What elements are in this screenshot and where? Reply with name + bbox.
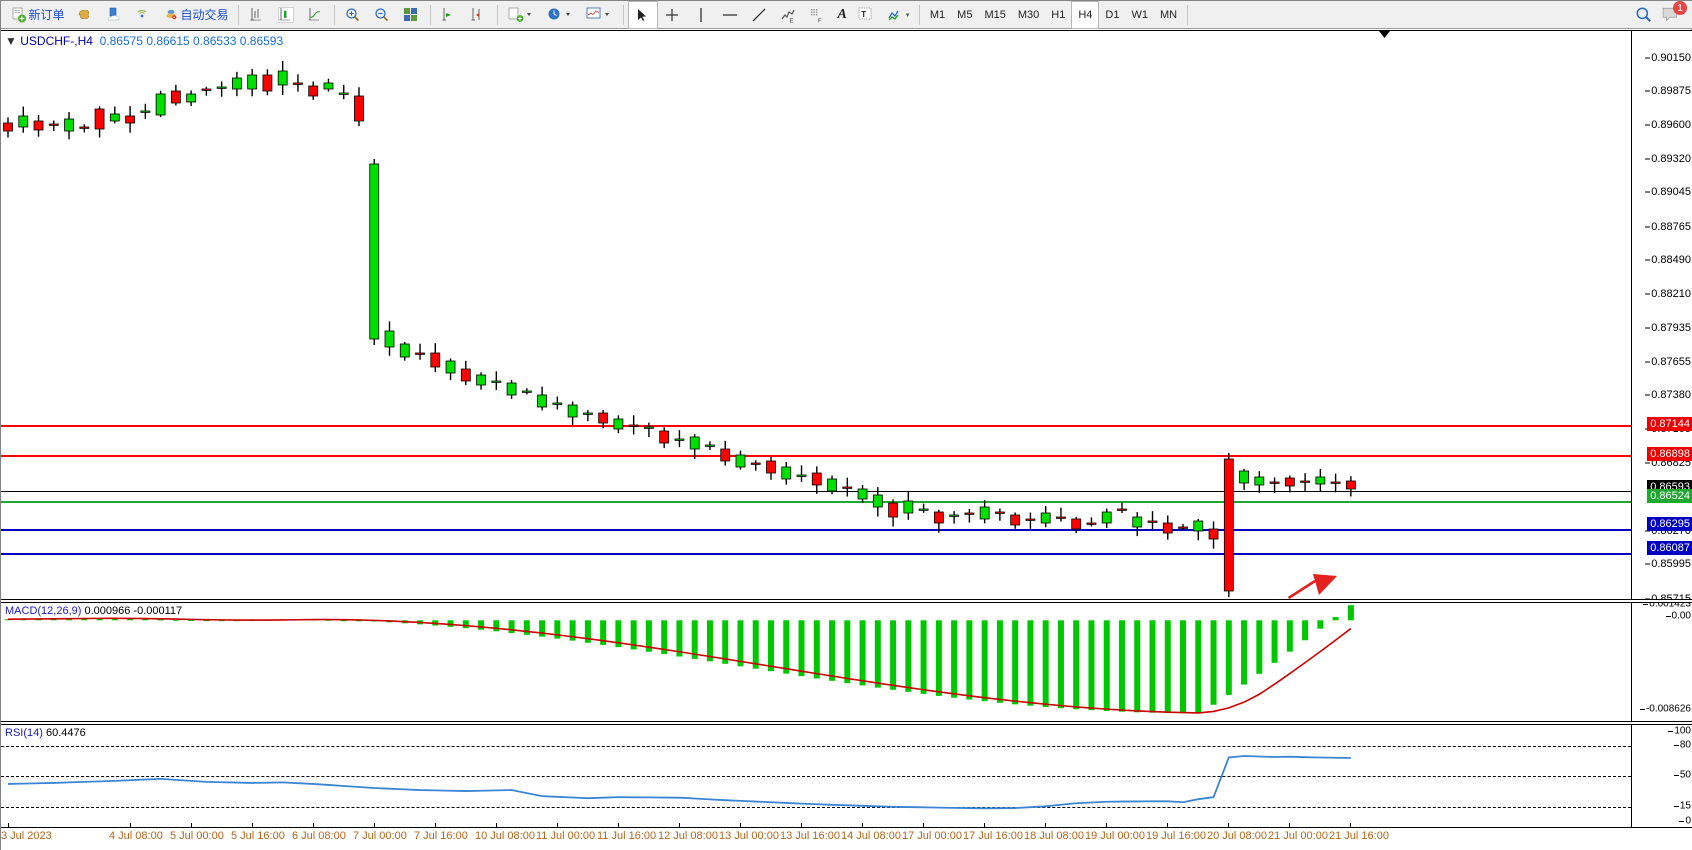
svg-text:T: T	[861, 10, 866, 19]
svg-text:F: F	[818, 18, 822, 23]
svg-text:E: E	[789, 18, 793, 23]
